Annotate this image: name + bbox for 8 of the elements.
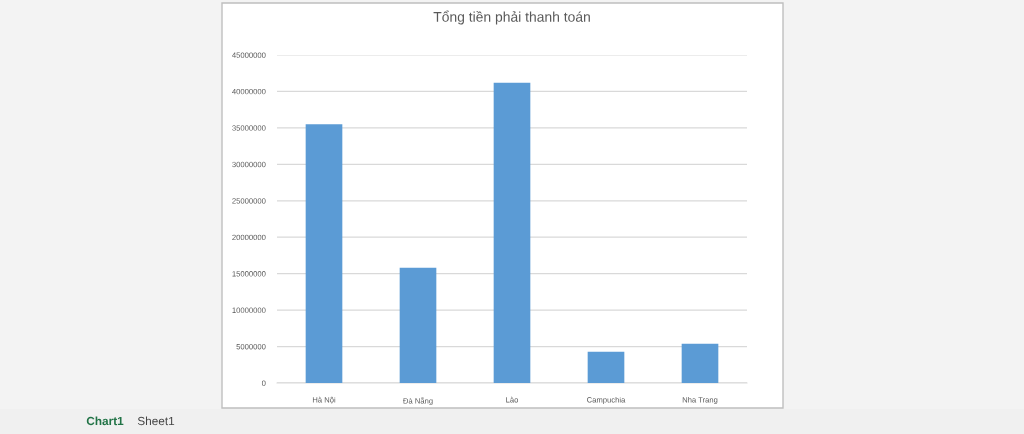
bar: [305, 124, 343, 383]
bar: [493, 82, 531, 383]
chart-title: Tổng tiền phải thanh toán: [433, 10, 590, 25]
bar: [399, 267, 437, 383]
text: Sheet1: [137, 416, 175, 426]
bar: [681, 343, 719, 383]
bar: [587, 351, 625, 383]
caption: Chart1: [86, 416, 124, 426]
